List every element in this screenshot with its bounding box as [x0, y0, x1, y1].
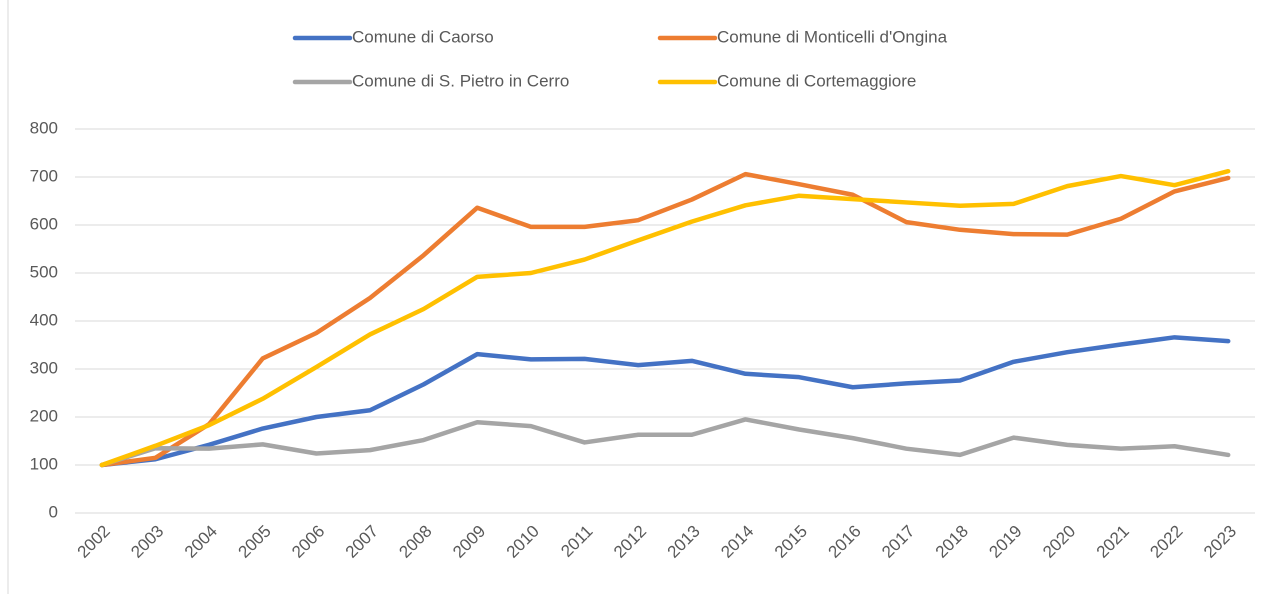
series-line [99, 171, 1231, 468]
series-line [99, 168, 1231, 468]
x-tick-label: 2015 [771, 522, 811, 562]
series-line [99, 335, 1231, 468]
legend-label: Comune di Caorso [352, 27, 494, 46]
x-tick-label: 2022 [1146, 522, 1186, 562]
x-tick-label: 2014 [717, 522, 757, 562]
x-tick-label: 2017 [878, 522, 918, 562]
legend-label: Comune di Cortemaggiore [717, 71, 916, 90]
y-tick-label: 400 [30, 310, 58, 329]
x-tick-label: 2009 [449, 522, 489, 562]
x-tick-label: 2016 [825, 522, 865, 562]
x-tick-label: 2004 [181, 522, 221, 562]
x-tick-label: 2002 [74, 522, 114, 562]
y-tick-label: 0 [49, 502, 58, 521]
x-tick-label: 2003 [127, 522, 167, 562]
x-tick-label: 2013 [664, 522, 704, 562]
x-tick-label: 2007 [342, 522, 382, 562]
y-tick-label: 800 [30, 118, 58, 137]
legend-label: Comune di Monticelli d'Ongina [717, 27, 948, 46]
y-tick-label: 600 [30, 214, 58, 233]
x-tick-label: 2012 [610, 522, 650, 562]
x-tick-label: 2021 [1093, 522, 1133, 562]
legend-label: Comune di S. Pietro in Cerro [352, 71, 569, 90]
y-tick-label: 700 [30, 166, 58, 185]
x-tick-label: 2018 [932, 522, 972, 562]
y-tick-label: 100 [30, 454, 58, 473]
x-tick-label: 2008 [395, 522, 435, 562]
x-tick-label: 2010 [503, 522, 543, 562]
x-tick-label: 2020 [1039, 522, 1079, 562]
x-tick-label: 2005 [235, 522, 275, 562]
y-tick-label: 300 [30, 358, 58, 377]
y-tick-label: 200 [30, 406, 58, 425]
x-tick-label: 2023 [1200, 522, 1240, 562]
series-line [99, 417, 1231, 468]
x-tick-label: 2011 [557, 522, 596, 561]
x-tick-label: 2006 [288, 522, 328, 562]
y-tick-label: 500 [30, 262, 58, 281]
x-tick-label: 2019 [985, 522, 1025, 562]
